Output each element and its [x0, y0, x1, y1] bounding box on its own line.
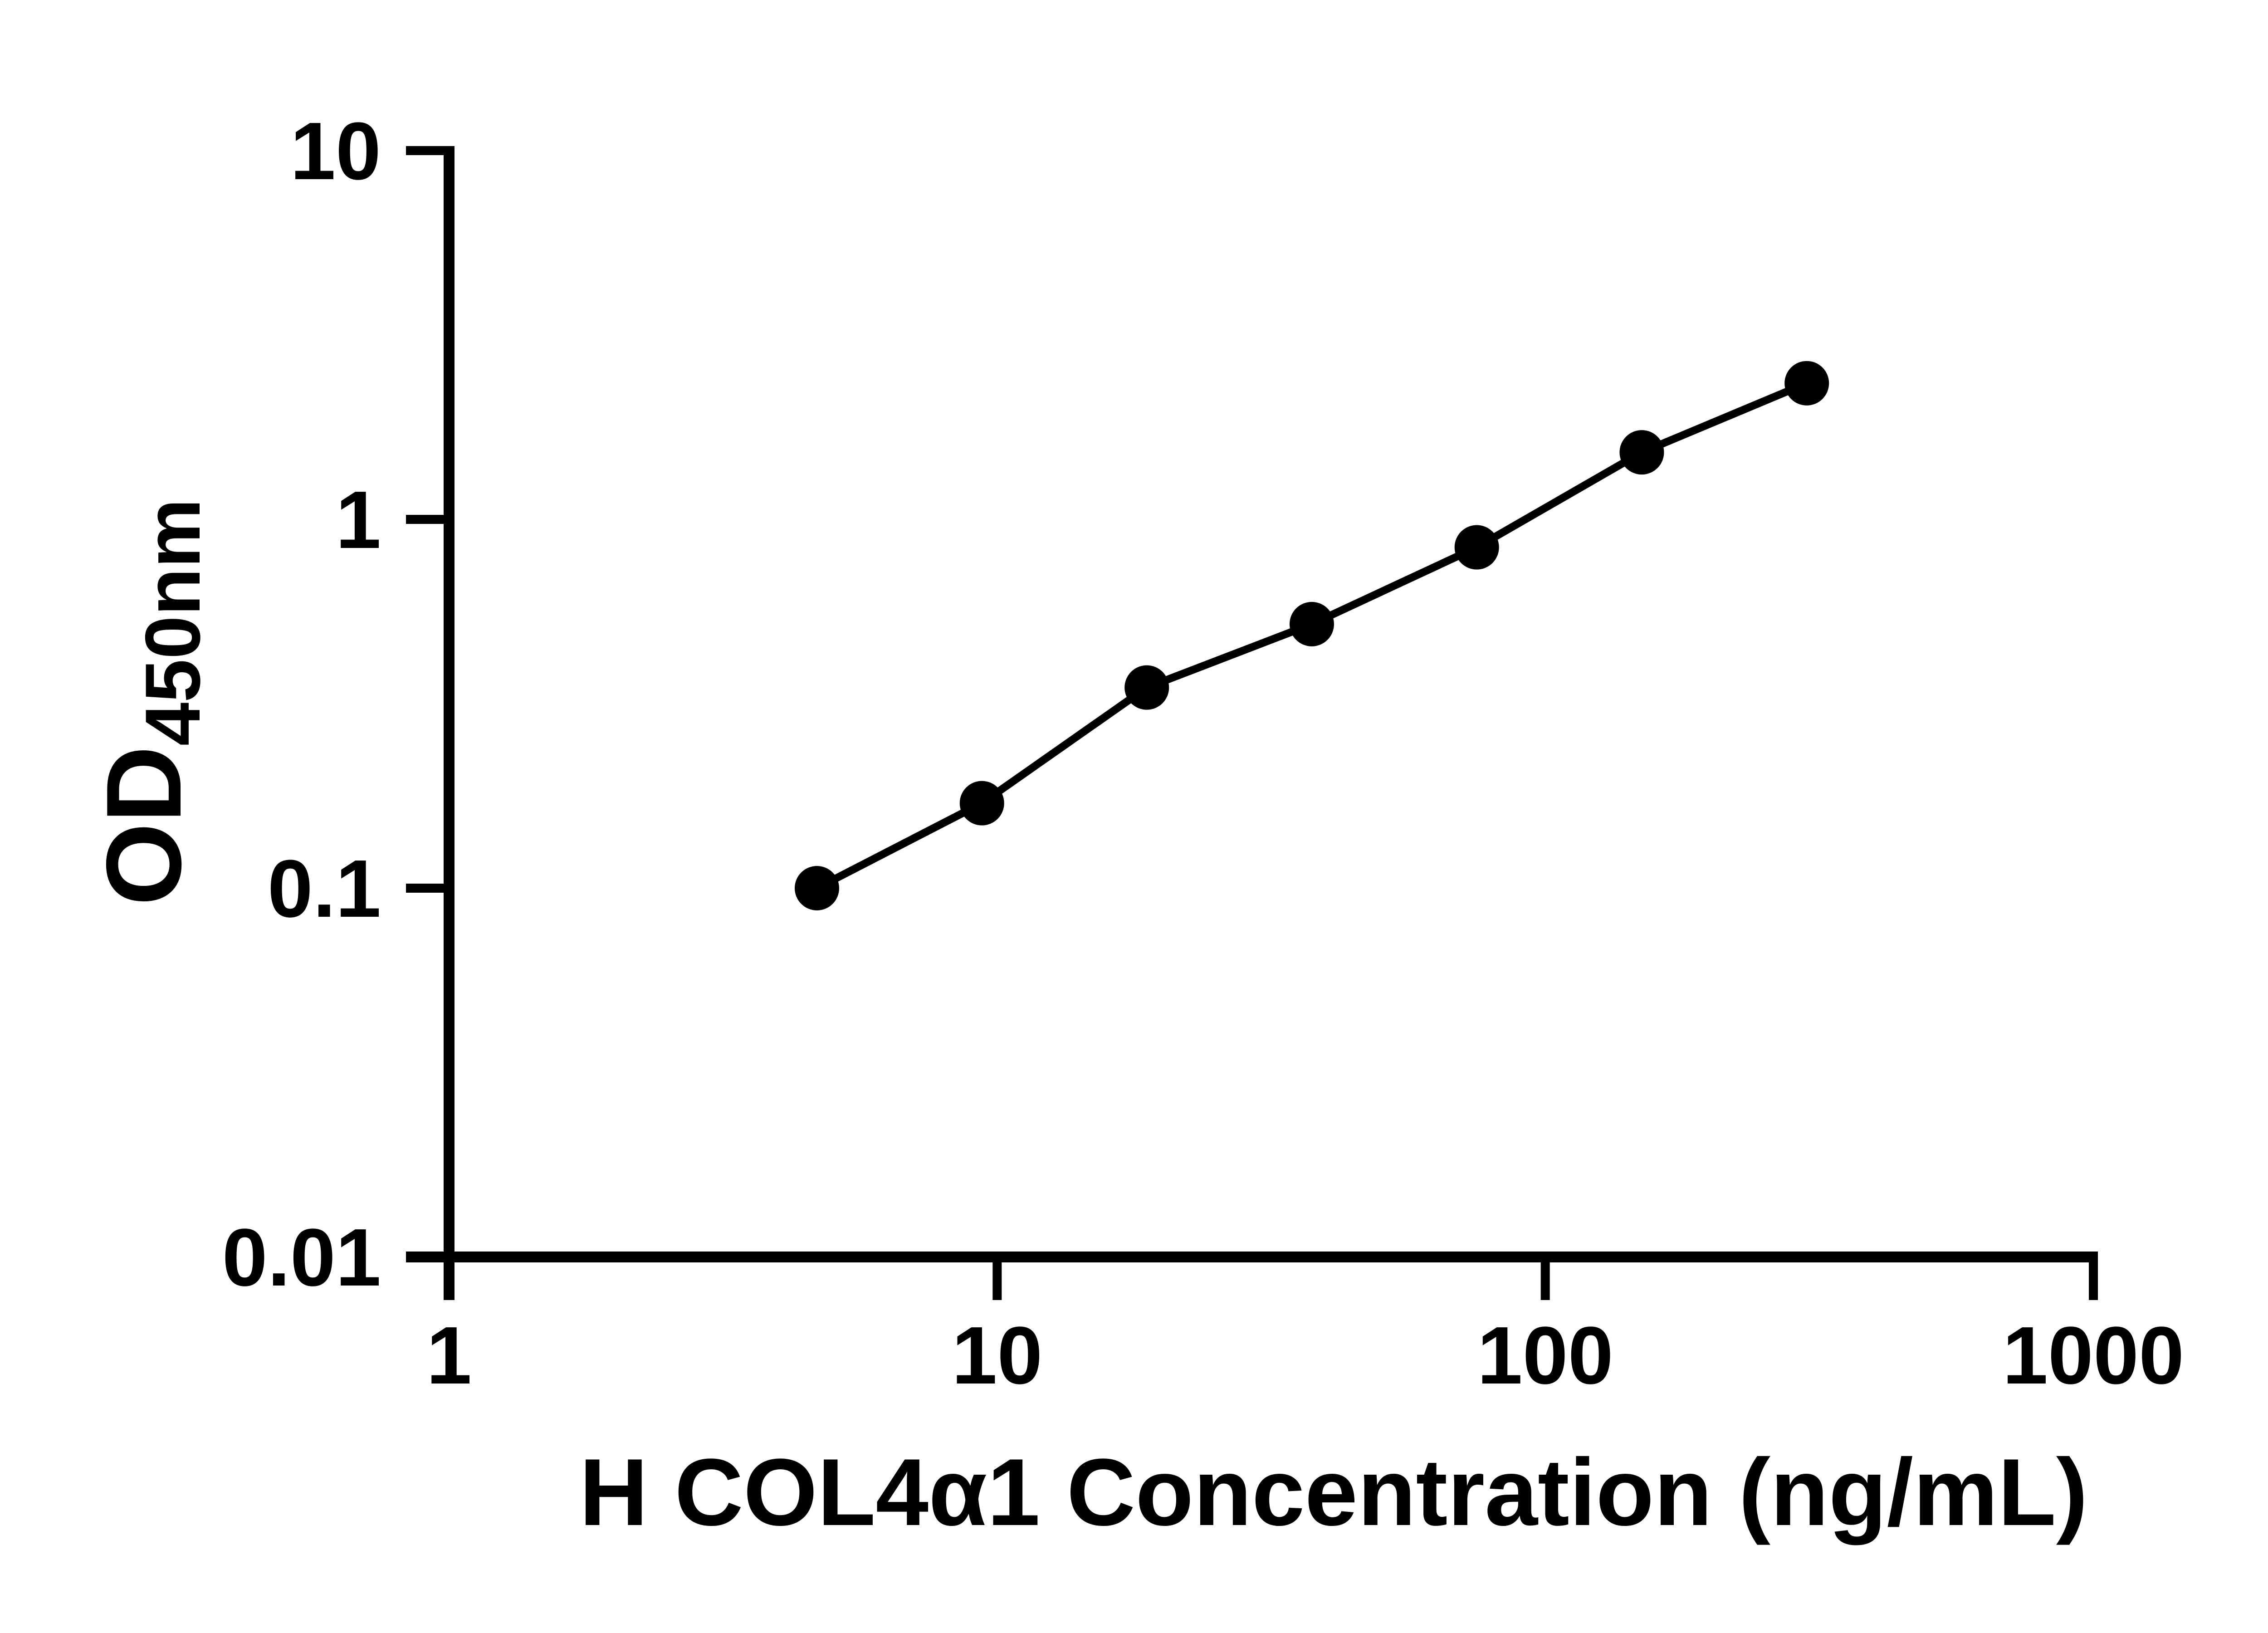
data-point-marker	[1454, 525, 1499, 570]
y-tick-label: 0.01	[222, 1212, 381, 1303]
x-tick-label: 1000	[2003, 1310, 2184, 1401]
axes	[406, 146, 2098, 1300]
data-point-marker	[959, 781, 1004, 826]
tick-marks	[406, 146, 2098, 1300]
data-point-marker	[1124, 665, 1169, 710]
data-point-marker	[1619, 430, 1664, 475]
x-axis-title: H COL4α1 Concentration (ng/mL)	[579, 1439, 2088, 1545]
x-tick-label: 10	[952, 1310, 1042, 1401]
data-point-marker	[1784, 361, 1829, 406]
data-point-marker	[795, 866, 840, 910]
tick-labels: 0.01 0.1 1 10 1 10 100 1000	[222, 106, 2185, 1401]
y-tick-label: 0.1	[268, 843, 381, 934]
y-tick-label: 1	[336, 474, 381, 566]
data-point-marker	[1289, 601, 1334, 646]
y-axis-title-main: OD	[84, 746, 203, 906]
y-axis-title: OD450nm	[84, 499, 216, 905]
x-tick-label: 100	[1477, 1310, 1613, 1401]
y-tick-label: 10	[290, 106, 381, 197]
x-tick-label: 1	[426, 1310, 472, 1401]
y-axis-title-subscript: 450nm	[129, 499, 216, 746]
data-series	[795, 361, 1829, 910]
